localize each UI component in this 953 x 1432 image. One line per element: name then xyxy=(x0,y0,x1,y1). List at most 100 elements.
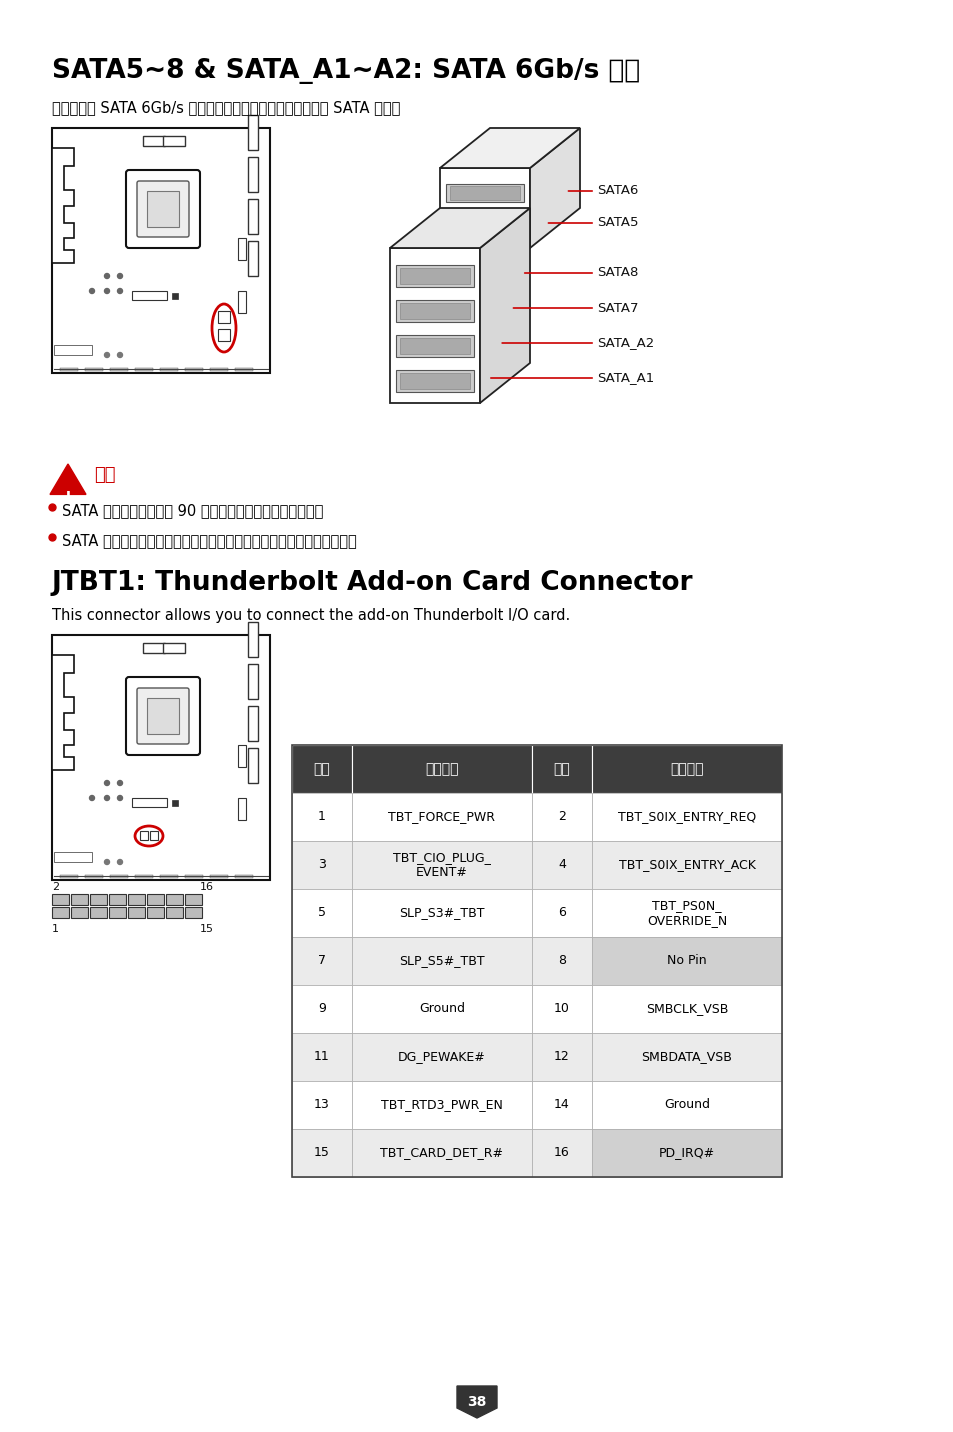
Bar xyxy=(399,304,470,319)
Circle shape xyxy=(117,288,122,294)
Bar xyxy=(185,875,203,878)
Bar xyxy=(52,906,69,918)
Bar xyxy=(592,1128,781,1177)
Bar xyxy=(60,368,78,371)
Bar xyxy=(532,985,592,1032)
Bar xyxy=(147,894,164,905)
Bar xyxy=(532,1128,592,1177)
Circle shape xyxy=(90,288,94,294)
Bar xyxy=(532,889,592,937)
Text: 這些插孔是 SATA 6Gb/s 介面連接埠。每個插孔皿可連接一個 SATA 裝置。: 這些插孔是 SATA 6Gb/s 介面連接埠。每個插孔皿可連接一個 SATA 裝… xyxy=(52,100,400,115)
Bar xyxy=(237,745,246,768)
Text: 1: 1 xyxy=(52,924,59,934)
Bar xyxy=(109,906,126,918)
Bar xyxy=(292,745,352,793)
Circle shape xyxy=(117,274,122,278)
Bar xyxy=(352,1081,532,1128)
Bar xyxy=(390,248,479,402)
Text: 8: 8 xyxy=(558,955,565,968)
Text: 38: 38 xyxy=(467,1395,486,1409)
Bar xyxy=(147,190,179,228)
Text: SMBDATA_VSB: SMBDATA_VSB xyxy=(640,1051,732,1064)
Text: 3: 3 xyxy=(317,859,326,872)
Bar xyxy=(395,265,474,286)
Bar xyxy=(592,1032,781,1081)
Bar xyxy=(172,294,178,299)
Bar xyxy=(85,368,103,371)
Text: TBT_S0IX_ENTRY_REQ: TBT_S0IX_ENTRY_REQ xyxy=(618,811,756,823)
Bar xyxy=(218,311,230,324)
Bar xyxy=(248,621,257,657)
Bar xyxy=(237,238,246,261)
Bar xyxy=(352,1032,532,1081)
Circle shape xyxy=(105,780,110,786)
Bar xyxy=(210,368,228,371)
Text: SATA_A1: SATA_A1 xyxy=(597,371,654,385)
Polygon shape xyxy=(456,1386,497,1418)
Text: 13: 13 xyxy=(314,1098,330,1111)
Bar xyxy=(135,368,152,371)
Text: SMBCLK_VSB: SMBCLK_VSB xyxy=(645,1002,727,1015)
Bar xyxy=(132,291,167,299)
Text: 7: 7 xyxy=(317,955,326,968)
Bar xyxy=(160,875,178,878)
Bar xyxy=(292,1128,352,1177)
Text: SATA 排線不可摺疊超過 90 度，以免傳輸資料時產生錯誤。: SATA 排線不可摺疊超過 90 度，以免傳輸資料時產生錯誤。 xyxy=(62,503,323,518)
Bar xyxy=(160,368,178,371)
Bar xyxy=(132,798,167,808)
Text: SATA5~8 & SATA_A1~A2: SATA 6Gb/s 插孔: SATA5~8 & SATA_A1~A2: SATA 6Gb/s 插孔 xyxy=(52,59,639,84)
Circle shape xyxy=(90,796,94,800)
FancyBboxPatch shape xyxy=(137,180,189,238)
Bar xyxy=(352,937,532,985)
Text: SLP_S3#_TBT: SLP_S3#_TBT xyxy=(399,906,484,919)
Bar xyxy=(234,368,253,371)
Text: SATA8: SATA8 xyxy=(597,266,638,279)
Circle shape xyxy=(117,352,122,358)
Circle shape xyxy=(117,859,122,865)
Bar xyxy=(218,329,230,341)
Bar xyxy=(248,748,257,783)
Bar xyxy=(185,368,203,371)
Text: !: ! xyxy=(65,491,71,507)
Bar xyxy=(532,937,592,985)
Bar xyxy=(592,745,781,793)
Circle shape xyxy=(105,352,110,358)
Bar xyxy=(54,345,91,355)
Bar xyxy=(234,875,253,878)
Text: 15: 15 xyxy=(314,1147,330,1160)
Bar xyxy=(532,1081,592,1128)
Circle shape xyxy=(117,780,122,786)
Bar xyxy=(399,268,470,284)
Bar xyxy=(592,937,781,985)
Bar xyxy=(52,894,69,905)
Bar xyxy=(237,798,246,821)
Text: SLP_S5#_TBT: SLP_S5#_TBT xyxy=(398,955,484,968)
Bar xyxy=(71,894,88,905)
Bar xyxy=(592,841,781,889)
Bar xyxy=(109,894,126,905)
Bar xyxy=(352,841,532,889)
FancyBboxPatch shape xyxy=(126,677,200,755)
Bar xyxy=(592,1081,781,1128)
Bar xyxy=(237,291,246,314)
Bar xyxy=(446,183,523,202)
Bar xyxy=(248,706,257,740)
Polygon shape xyxy=(52,654,74,770)
Bar xyxy=(352,745,532,793)
Polygon shape xyxy=(439,127,579,168)
Bar xyxy=(352,985,532,1032)
Bar xyxy=(292,1032,352,1081)
Bar xyxy=(85,875,103,878)
Bar xyxy=(292,745,781,1177)
Text: 15: 15 xyxy=(200,924,213,934)
Polygon shape xyxy=(390,208,530,248)
Text: TBT_RTD3_PWR_EN: TBT_RTD3_PWR_EN xyxy=(380,1098,502,1111)
Bar xyxy=(210,875,228,878)
Bar xyxy=(248,115,257,150)
Text: Ground: Ground xyxy=(418,1002,464,1015)
Text: No Pin: No Pin xyxy=(666,955,706,968)
Text: DG_PEWAKE#: DG_PEWAKE# xyxy=(397,1051,485,1064)
Bar xyxy=(71,906,88,918)
Bar xyxy=(450,186,519,200)
Bar xyxy=(147,697,179,735)
